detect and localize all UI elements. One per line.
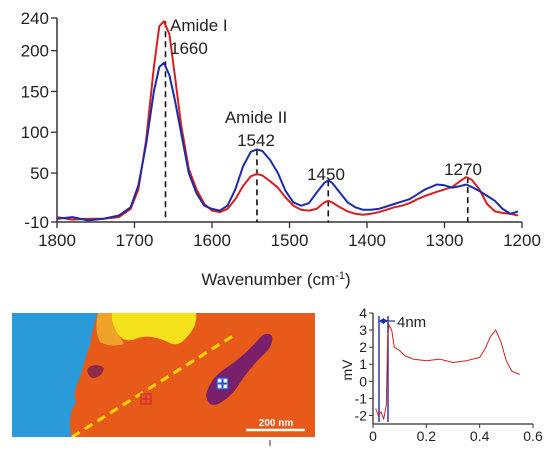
profile-y-tick-label: 3 <box>359 322 367 338</box>
profile-marker-arrowhead-left <box>379 318 384 324</box>
spectrum-x-tick-label: 1600 <box>193 231 231 250</box>
spectrum-x-axis-unit-sup: -1 <box>335 270 345 282</box>
profile-x-tick-label: 0.6 <box>523 428 543 444</box>
spectrum-y-tick-label: 200 <box>21 42 49 61</box>
spectrum-peak-label: 1270 <box>444 160 482 179</box>
spectrum-y-tick-label: 240 <box>21 9 49 28</box>
afm-profile-line <box>71 332 237 437</box>
spectrum-x-tick-label: 1400 <box>348 231 386 250</box>
profile-x-tick-label: 0.2 <box>417 428 437 444</box>
profile-y-tick-label: -1 <box>355 390 368 406</box>
spectrum-x-axis-unit: cm <box>313 270 336 289</box>
spectrum-x-tick-label: 1300 <box>426 231 464 250</box>
spectrum-peak-label: 1542 <box>237 131 275 150</box>
spectrum-x-axis-label: Wavenumber <box>201 270 302 289</box>
spectrum-x-tick-label: 1800 <box>38 231 76 250</box>
afm-red-marker <box>140 393 152 405</box>
afm-dark-spot <box>87 365 104 378</box>
afm-high-region <box>111 313 197 345</box>
afm-scale-bar-label: 200 nm <box>259 418 294 429</box>
spectrum-x-tick-label: 1500 <box>271 231 309 250</box>
profile-y-axis-label: mV <box>339 359 355 381</box>
afm-edge-band <box>96 313 124 346</box>
spectrum-peak-label: 1450 <box>307 165 345 184</box>
spectrum-chart: 1800 1700 1600 1500 1400 1300 1200 -10 50 100 150 2… <box>21 9 541 289</box>
profile-y-tick-label: 0 <box>359 373 367 389</box>
profile-y-tick-label: 1 <box>359 356 367 372</box>
spectrum-series-line-0 <box>56 20 519 221</box>
spectrum-x-axis-title: Wavenumber (cm-1) <box>201 270 350 289</box>
profile-width-label: 4nm <box>397 314 426 331</box>
spectrum-peak-label: Amide II <box>225 108 287 127</box>
afm-substrate-region <box>12 313 98 437</box>
profile-marker-arrowhead-right <box>383 318 388 324</box>
spectrum-y-tick-label: 100 <box>21 123 49 142</box>
profile-y-tick-label: 2 <box>359 339 367 355</box>
profile-series-line-0 <box>375 323 520 421</box>
spectrum-peak-label: Amide I <box>170 16 228 35</box>
spectrum-y-tick-label: 50 <box>30 164 49 183</box>
profile-y-tick-label: 4 <box>359 305 367 321</box>
spectrum-x-tick-label: 1200 <box>503 231 541 250</box>
spectrum-y-tick-label: -10 <box>24 213 49 232</box>
spectrum-series-line-1 <box>56 61 519 222</box>
profile-x-tick-label: 0.4 <box>470 428 490 444</box>
spectrum-x-tick-label: 1700 <box>116 231 154 250</box>
spectrum-peak-label: 1660 <box>170 39 208 58</box>
profile-y-tick-label: -2 <box>355 407 368 423</box>
afm-blue-marker <box>216 377 229 390</box>
afm-image: 200 nm <box>12 313 315 446</box>
profile-x-tick-label: 0 <box>369 428 377 444</box>
spectrum-y-tick-label: 150 <box>21 82 49 101</box>
